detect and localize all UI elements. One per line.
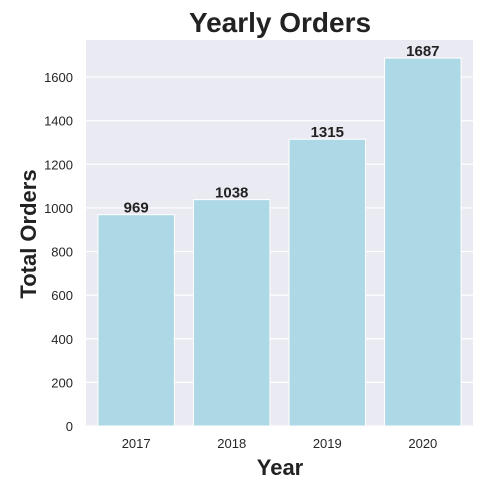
x-axis-label: Year	[257, 455, 304, 480]
x-tick-label: 2019	[313, 436, 342, 451]
data-label: 1315	[311, 124, 344, 141]
chart-title: Yearly Orders	[189, 7, 371, 38]
bars	[97, 57, 462, 427]
y-tick-label: 1600	[44, 70, 73, 85]
y-axis-label: Total Orders	[16, 169, 41, 298]
data-label: 1038	[215, 185, 248, 202]
y-tick-label: 1200	[44, 157, 73, 172]
x-tick-label: 2018	[217, 436, 246, 451]
data-label: 1687	[406, 43, 439, 60]
y-tick-label: 400	[51, 332, 73, 347]
x-tick-label: 2017	[122, 436, 151, 451]
data-labels: 969 1038 1315 1687	[124, 43, 440, 217]
y-tick-label: 200	[51, 375, 73, 390]
y-tick-label: 600	[51, 288, 73, 303]
y-tick-label: 1000	[44, 201, 73, 216]
x-tick-label: 2020	[408, 436, 437, 451]
bar-2020	[384, 57, 462, 427]
y-tick-label: 0	[66, 419, 73, 434]
y-axis-ticks: 0 200 400 600 800 1000 1200 1400 1600	[44, 70, 73, 434]
y-tick-label: 1400	[44, 114, 73, 129]
bar-2019	[288, 138, 366, 427]
data-label: 969	[124, 200, 149, 217]
bar-2017	[97, 214, 175, 427]
x-axis-ticks: 2017 2018 2019 2020	[122, 436, 438, 451]
bar-2018	[193, 199, 271, 427]
y-tick-label: 800	[51, 245, 73, 260]
